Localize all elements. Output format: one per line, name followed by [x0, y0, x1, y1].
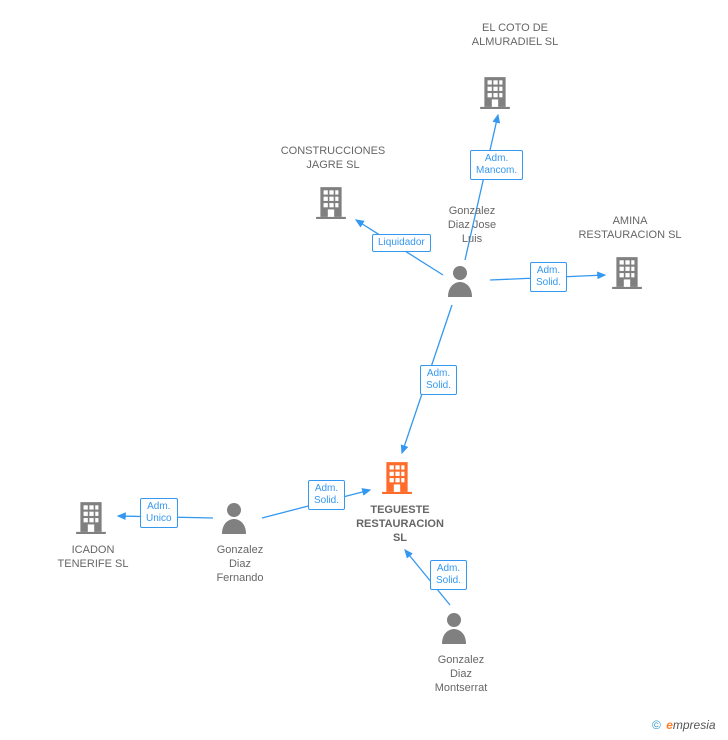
node-label: AMINA RESTAURACION SL — [570, 215, 690, 243]
node-fernando: Gonzalez Diaz Fernando — [200, 540, 280, 585]
diagram-canvas: EL COTO DE ALMURADIEL SL CONSTRUCCIONES … — [0, 0, 728, 740]
node-label: Gonzalez Diaz Montserrat — [416, 654, 506, 695]
brand-first-letter: e — [666, 718, 673, 732]
node-el-coto: EL COTO DE ALMURADIEL SL — [460, 22, 570, 54]
node-tegueste: TEGUESTE RESTAURACION SL — [350, 500, 450, 545]
node-label: EL COTO DE ALMURADIEL SL — [460, 22, 570, 50]
edge-label: Adm. Mancom. — [470, 150, 523, 180]
person-icon — [218, 500, 250, 534]
building-icon — [74, 500, 108, 534]
brand-rest: mpresia — [673, 718, 716, 732]
edges-layer — [0, 0, 728, 740]
building-icon — [610, 255, 644, 294]
edge-label: Adm. Solid. — [308, 480, 345, 510]
node-label: TEGUESTE RESTAURACION SL — [350, 504, 450, 545]
building-icon — [380, 460, 414, 494]
node-jose-luis: Gonzalez Diaz Jose Luis — [432, 205, 512, 250]
edge-label: Adm. Solid. — [530, 262, 567, 292]
edge-label: Adm. Solid. — [430, 560, 467, 590]
building-icon — [314, 185, 348, 224]
building-icon — [380, 460, 414, 499]
edge-label: Liquidador — [372, 234, 431, 252]
person-icon — [438, 610, 470, 644]
node-construcciones: CONSTRUCCIONES JAGRE SL — [268, 145, 398, 177]
watermark: © empresia — [652, 718, 716, 732]
node-label: ICADON TENERIFE SL — [48, 544, 138, 572]
node-label: CONSTRUCCIONES JAGRE SL — [268, 145, 398, 173]
building-icon — [610, 255, 644, 289]
edge-label: Adm. Unico — [140, 498, 178, 528]
node-icadon: ICADON TENERIFE SL — [48, 540, 138, 572]
node-label: Gonzalez Diaz Fernando — [200, 544, 280, 585]
person-icon — [218, 500, 250, 539]
node-label: Gonzalez Diaz Jose Luis — [432, 205, 512, 246]
edge-label: Adm. Solid. — [420, 365, 457, 395]
building-icon — [478, 75, 512, 114]
building-icon — [74, 500, 108, 539]
person-icon — [438, 610, 470, 649]
person-icon — [444, 263, 476, 302]
node-amina: AMINA RESTAURACION SL — [570, 215, 690, 247]
building-icon — [478, 75, 512, 109]
copyright-symbol: © — [652, 718, 661, 732]
person-icon — [444, 263, 476, 297]
node-montserrat: Gonzalez Diaz Montserrat — [416, 650, 506, 695]
building-icon — [314, 185, 348, 219]
